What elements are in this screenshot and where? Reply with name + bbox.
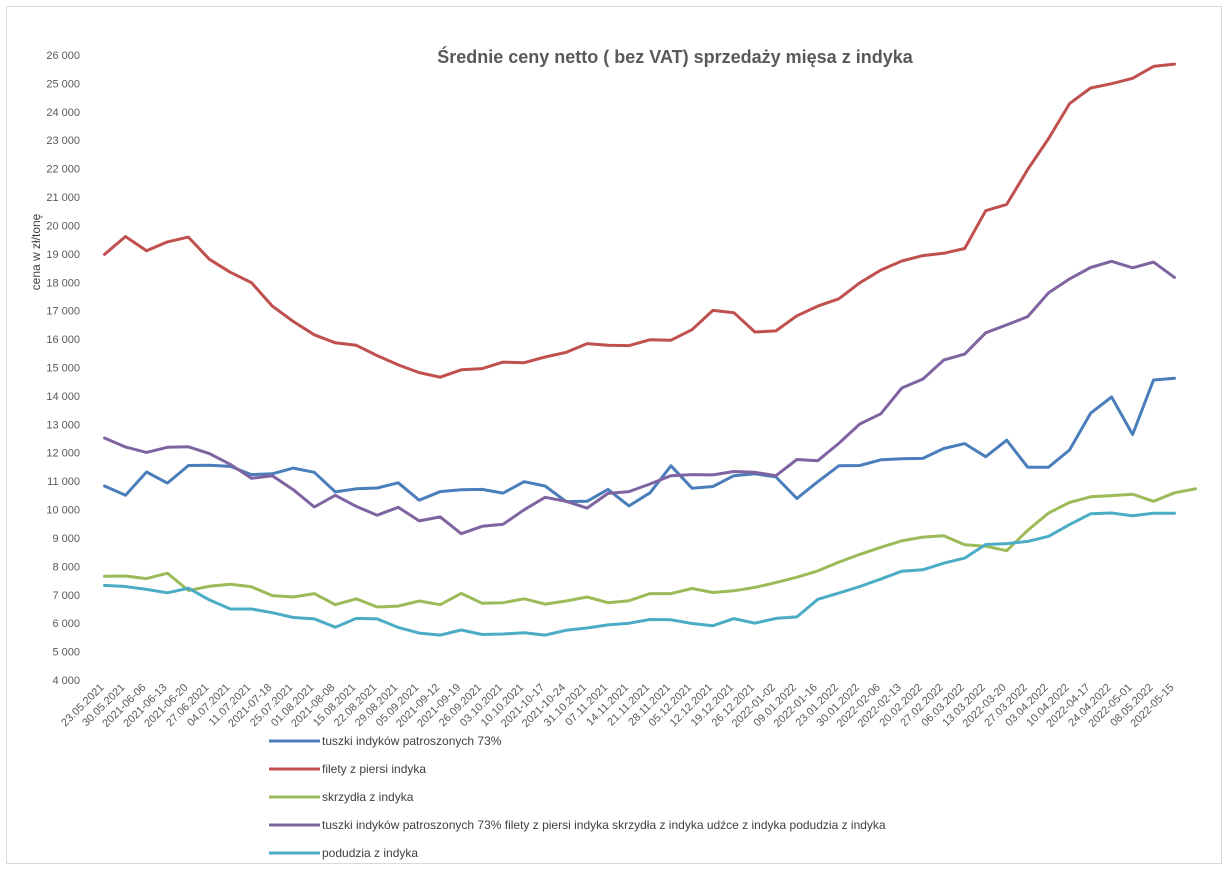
legend-label-5: podudzia z indyka: [322, 846, 418, 860]
y-tick-label: 6 000: [52, 618, 80, 630]
series-line-1: [103, 376, 1176, 508]
y-tick-label: 5 000: [52, 647, 80, 659]
series-line-2: [103, 62, 1176, 379]
y-tick-label: 18 000: [46, 277, 80, 289]
series-lines: [103, 62, 1197, 637]
y-tick-label: 12 000: [46, 448, 80, 460]
y-tick-label: 22 000: [46, 164, 80, 176]
y-tick-label: 4 000: [52, 675, 80, 687]
y-tick-label: 26 000: [46, 50, 80, 62]
y-axis-ticks: 4 000 5 000 6 000 7 000 8 000 9 000 10 000 11 0…: [46, 50, 80, 687]
chart-title: Średnie ceny netto ( bez VAT) sprzedaży …: [437, 46, 913, 67]
legend-label-2: filety z piersi indyka: [322, 762, 426, 776]
y-tick-label: 25 000: [46, 78, 80, 90]
y-tick-label: 7 000: [52, 590, 80, 602]
y-tick-label: 14 000: [46, 391, 80, 403]
y-tick-label: 11 000: [47, 476, 80, 488]
y-tick-label: 9 000: [52, 533, 80, 545]
series-line-4: [103, 259, 1176, 536]
y-tick-label: 21 000: [46, 192, 80, 204]
chart-background: [6, 6, 1222, 864]
legend-label-4: tuszki indyków patroszonych 73% filety z…: [322, 818, 886, 832]
legend-label-1: tuszki indyków patroszonych 73%: [322, 734, 502, 748]
y-tick-label: 24 000: [46, 107, 80, 119]
y-tick-label: 13 000: [46, 419, 80, 431]
y-tick-label: 19 000: [46, 249, 80, 261]
legend-label-3: skrzydła z indyka: [322, 790, 414, 804]
y-tick-label: 16 000: [46, 334, 80, 346]
y-tick-label: 15 000: [46, 363, 80, 375]
y-axis-label: cena w zł/tonę: [29, 213, 43, 290]
series-line-5: [103, 511, 1176, 637]
y-tick-label: 8 000: [52, 561, 80, 573]
legend: tuszki indyków patroszonych 73% filety z …: [269, 734, 886, 860]
y-tick-label: 23 000: [46, 135, 80, 147]
y-tick-label: 10 000: [46, 505, 80, 517]
y-tick-label: 20 000: [46, 220, 80, 232]
y-tick-label: 17 000: [46, 306, 80, 318]
